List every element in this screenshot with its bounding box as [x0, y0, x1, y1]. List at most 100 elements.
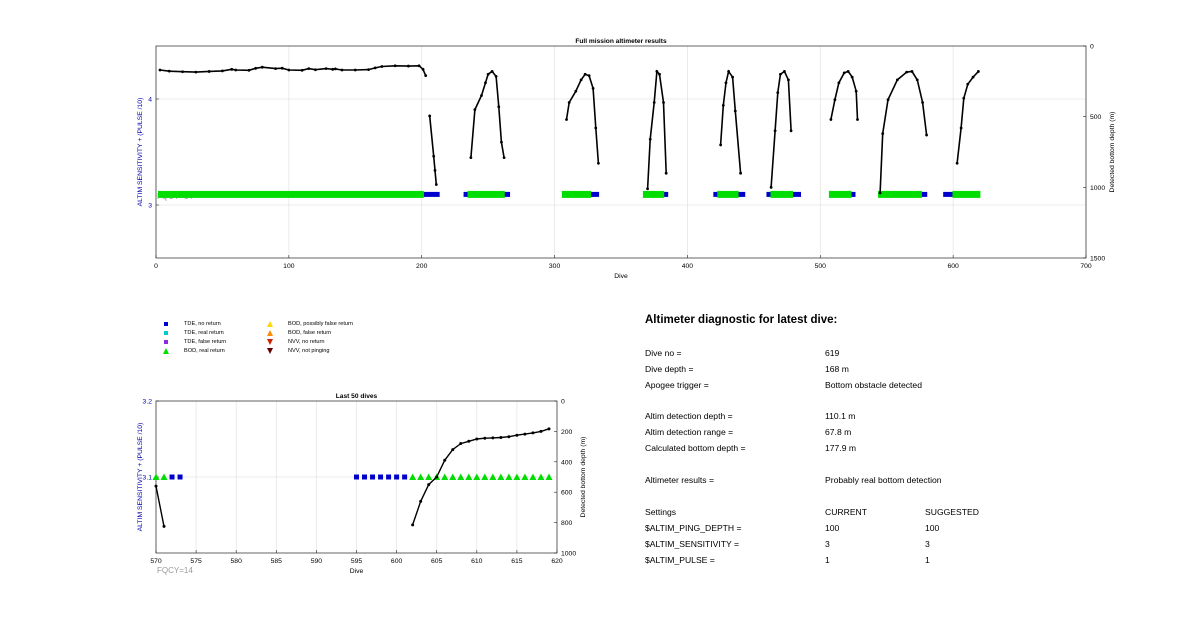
bottom-depth-point	[433, 168, 437, 172]
setting-suggested: 3	[925, 539, 930, 549]
bottom-depth-point	[424, 74, 428, 78]
y-left-tick-label: 4	[148, 97, 152, 104]
bod-real-return-marker	[160, 473, 168, 480]
bottom-depth-point	[646, 187, 649, 191]
bottom-depth-point	[435, 475, 439, 479]
bottom-depth-point	[719, 143, 723, 147]
tde-no-return-marker	[362, 474, 368, 480]
settings-header-current: CURRENT	[825, 507, 868, 517]
setting-label: $ALTIM_SENSITIVITY =	[645, 539, 740, 549]
bottom-depth-point	[473, 108, 477, 111]
bod-real-return-marker	[545, 473, 553, 480]
bottom-depth-point	[962, 96, 966, 100]
bottom-depth-line	[646, 69, 667, 189]
bottom-depth-line	[155, 485, 165, 527]
y-right-tick-label: 800	[561, 520, 573, 527]
tde-no-return-marker	[354, 474, 359, 480]
triangle-up-marker-icon	[267, 330, 273, 336]
bottom-depth-point	[652, 101, 656, 104]
bottom-depth-point	[486, 72, 490, 76]
y-right-tick-label: 200	[561, 429, 573, 436]
tde-no-return-marker	[370, 474, 376, 480]
y-right-tick-label: 0	[561, 399, 565, 406]
bottom-depth-point	[856, 118, 859, 121]
bod-real-return-marker	[561, 190, 592, 198]
bottom-depth-point	[662, 101, 665, 104]
bod-real-return-marker	[521, 473, 529, 480]
bottom-depth-point	[254, 66, 258, 70]
bottom-depth-point	[547, 427, 551, 431]
bottom-depth-point	[583, 72, 587, 76]
legend-item-tde-false-return: TDE, false return	[160, 339, 226, 345]
diagnostic-label: Dive depth =	[645, 364, 694, 374]
y-left-tick-label: 3.1	[143, 475, 153, 482]
diagnostic-label: Apogee trigger =	[645, 380, 709, 390]
bottom-depth-point	[591, 87, 595, 90]
bottom-depth-point	[333, 67, 337, 71]
bottom-depth-point	[886, 98, 890, 102]
setting-current: 1	[825, 555, 830, 565]
bottom-depth-point	[648, 137, 652, 141]
legend-label: NVV, not pinging	[288, 348, 330, 354]
legend-item-nvv-not-pinging: NVV, not pinging	[264, 348, 329, 354]
bod-real-return-marker	[465, 473, 473, 480]
bottom-depth-point	[721, 103, 725, 107]
bottom-depth-point	[491, 436, 495, 440]
y-right-tick-label: 0	[1090, 44, 1094, 51]
bod-real-return-marker	[157, 190, 424, 198]
tde-no-return-marker	[386, 474, 392, 480]
x-tick-label: 595	[351, 558, 363, 565]
legend-label: BOD, false return	[288, 330, 332, 336]
bottom-depth-point	[658, 72, 661, 76]
triangle-up-marker-icon	[163, 348, 169, 354]
bottom-depth-line	[428, 115, 438, 185]
diagnostic-title: Altimeter diagnostic for latest dive:	[645, 314, 838, 326]
bottom-depth-point	[451, 448, 455, 452]
tde-no-return-marker	[735, 191, 746, 197]
bod-real-return-marker	[441, 473, 449, 480]
bottom-depth-point	[490, 70, 494, 73]
bottom-depth-point	[158, 68, 162, 72]
diagnostic-label: Altim detection range =	[645, 427, 734, 437]
bottom-depth-point	[459, 442, 463, 446]
tde-no-return-marker	[790, 191, 802, 197]
bottom-depth-point	[921, 101, 924, 104]
bod-real-return-marker	[878, 190, 922, 198]
legend-label: TDE, no return	[184, 321, 221, 327]
bottom-depth-point	[207, 70, 211, 73]
y-left-axis-label: ALTIM SENSITIVITY + (PULSE /10)	[137, 423, 144, 532]
bottom-depth-point	[833, 98, 837, 102]
bottom-depth-point	[829, 118, 833, 121]
bottom-depth-point	[287, 68, 291, 72]
x-tick-label: 300	[549, 263, 561, 270]
bottom-depth-point	[955, 161, 959, 165]
bottom-depth-point	[421, 67, 425, 71]
bottom-depth-point	[731, 75, 734, 79]
bottom-depth-point	[664, 171, 668, 175]
bottom-depth-point	[194, 70, 198, 74]
tde-no-return-marker	[169, 474, 175, 480]
x-tick-label: 585	[271, 558, 283, 565]
bottom-depth-point	[789, 129, 793, 133]
bod-real-return-marker	[467, 190, 505, 198]
bottom-depth-point	[307, 67, 311, 71]
bottom-depth-point	[162, 524, 166, 528]
chart-title: Last 50 dives	[336, 393, 378, 400]
bod-real-return-marker	[457, 473, 465, 480]
bottom-depth-point	[467, 439, 471, 443]
bottom-depth-point	[475, 437, 479, 441]
bottom-depth-point	[727, 70, 731, 73]
triangle-down-marker-icon	[267, 339, 273, 345]
x-axis-label: Dive	[614, 273, 628, 280]
bottom-depth-line	[830, 70, 859, 120]
legend-item-tde-no-return: TDE, no return	[160, 321, 221, 327]
bottom-depth-point	[567, 101, 571, 104]
bottom-depth-line	[159, 64, 427, 77]
diagnostic-label: Calculated bottom depth =	[645, 443, 746, 453]
bod-real-return-marker	[425, 473, 433, 480]
bottom-depth-point	[380, 65, 384, 68]
y-right-axis-label: Detected bottom depth (m)	[1109, 112, 1116, 193]
bottom-depth-point	[846, 70, 850, 73]
diagnostic-value: 177.9 m	[825, 443, 857, 453]
y-right-tick-label: 600	[561, 490, 573, 497]
